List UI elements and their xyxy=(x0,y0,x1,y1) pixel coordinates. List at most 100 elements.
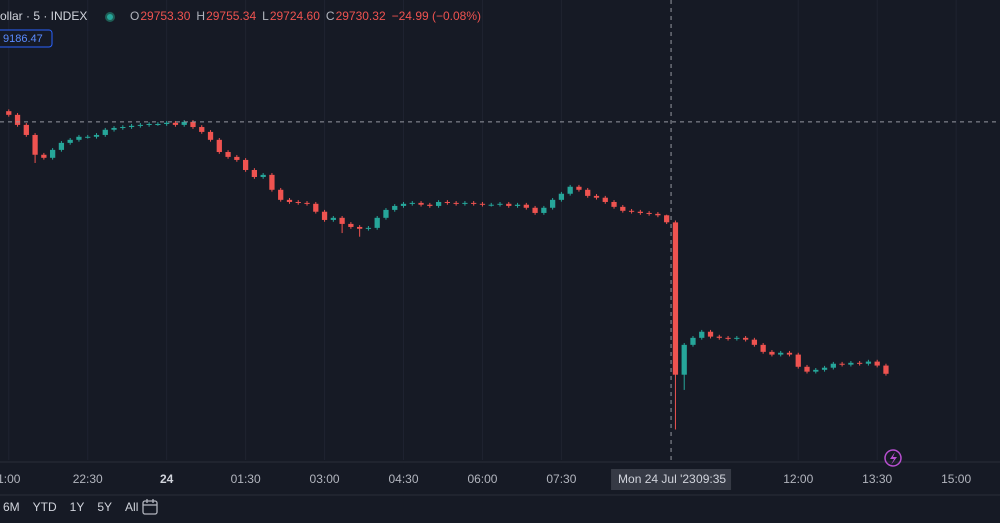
candle-body xyxy=(883,365,889,374)
candle-body xyxy=(260,174,266,177)
candle-body xyxy=(435,201,442,206)
candle-body xyxy=(225,152,231,157)
candle-body xyxy=(155,123,161,125)
candle-body xyxy=(392,205,398,210)
candle-body xyxy=(725,337,731,339)
legend-open: 29753.30 xyxy=(140,9,190,23)
candle-body xyxy=(50,149,56,158)
candle-body xyxy=(681,344,687,375)
legend-close-label: C xyxy=(326,9,335,23)
candle-body xyxy=(23,124,29,135)
candle-body xyxy=(567,186,573,194)
candle-body xyxy=(857,362,863,364)
candle-body xyxy=(742,337,749,340)
legend-high-label: H xyxy=(196,9,205,23)
x-tick-label: 07:30 xyxy=(546,472,576,486)
candle-body xyxy=(751,339,758,345)
candle-body xyxy=(251,169,258,177)
candle-body xyxy=(181,121,187,125)
candle-body xyxy=(330,217,336,220)
x-tick-label: 06:00 xyxy=(467,472,497,486)
candle-body xyxy=(795,354,801,367)
candle-body xyxy=(172,122,179,125)
price-badge-box xyxy=(0,29,53,48)
candle-body xyxy=(357,226,363,229)
candle-body xyxy=(462,202,468,204)
range-button[interactable]: All xyxy=(125,500,138,514)
status-dot xyxy=(107,14,113,20)
candle-body xyxy=(874,361,880,366)
candle-body xyxy=(339,217,345,224)
grid xyxy=(8,0,957,460)
range-button[interactable]: 6M xyxy=(3,500,20,514)
price-badge: 9186.47 xyxy=(3,33,43,45)
candle-body xyxy=(628,210,635,212)
candle-body xyxy=(707,331,714,337)
candle-body xyxy=(58,142,65,150)
x-tick-label: 1:00 xyxy=(0,472,21,486)
legend-close: 29730.32 xyxy=(336,9,386,23)
candle-body xyxy=(427,204,433,206)
candle-body xyxy=(479,203,486,205)
legend-high: 29755.34 xyxy=(206,9,256,23)
candles xyxy=(0,0,1000,460)
candle-body xyxy=(830,363,836,368)
x-tick-label: 24 xyxy=(160,472,174,486)
candle-body xyxy=(839,363,845,365)
candle-body xyxy=(313,203,319,212)
candle-body xyxy=(664,215,670,223)
candle-body xyxy=(146,123,152,125)
candle-body xyxy=(85,136,91,138)
candle-body xyxy=(32,134,38,155)
range-toolbar: 6M YTD 1Y 5Y All xyxy=(3,500,138,514)
candle-body xyxy=(137,124,143,126)
range-button[interactable]: 5Y xyxy=(97,500,112,514)
candle-body xyxy=(76,136,82,140)
candle-body xyxy=(164,122,170,124)
icon-ring xyxy=(884,449,902,467)
lightning-icon[interactable] xyxy=(884,449,902,467)
candle-body xyxy=(242,159,249,170)
crosshair-time: 09:35 xyxy=(696,472,726,486)
candle-body xyxy=(532,207,538,213)
x-tick-label: 01:30 xyxy=(231,472,261,486)
candle-body xyxy=(295,201,301,203)
range-button[interactable]: 1Y xyxy=(70,500,85,514)
candle-body xyxy=(400,203,407,206)
candle-body xyxy=(269,174,275,190)
candle-body xyxy=(471,202,477,204)
candle-body xyxy=(760,344,766,352)
candle-body xyxy=(67,139,73,143)
candle-body xyxy=(234,156,240,160)
candle-body xyxy=(348,223,354,227)
legend-open-label: O xyxy=(130,9,139,23)
candle-body xyxy=(769,351,775,355)
candle-body xyxy=(111,127,117,130)
candle-body xyxy=(558,193,565,200)
candle-body xyxy=(716,336,722,338)
x-tick-label: 22:30 xyxy=(73,472,103,486)
candle-body xyxy=(216,139,222,153)
x-axis: 1:00 22:30 24 01:30 03:00 04:30 06:00 07:30 12:0… xyxy=(0,469,971,490)
candle-body xyxy=(541,207,547,213)
candle-body xyxy=(593,195,600,198)
candle-body xyxy=(821,367,828,370)
legend-low-label: L xyxy=(262,9,269,23)
candle-body xyxy=(278,189,284,200)
calendar-icon[interactable] xyxy=(142,499,158,515)
candle-body xyxy=(409,202,415,204)
candle-body xyxy=(576,186,582,190)
candle-body xyxy=(41,154,47,158)
candle-body xyxy=(383,209,389,218)
candle-body xyxy=(374,217,380,228)
range-button[interactable]: YTD xyxy=(33,500,57,514)
candle-body xyxy=(321,211,328,220)
candle-body xyxy=(672,222,679,375)
candle-body xyxy=(865,361,872,364)
candle-body xyxy=(488,204,494,206)
candle-body xyxy=(585,189,591,196)
legend-low: 29724.60 xyxy=(270,9,320,23)
